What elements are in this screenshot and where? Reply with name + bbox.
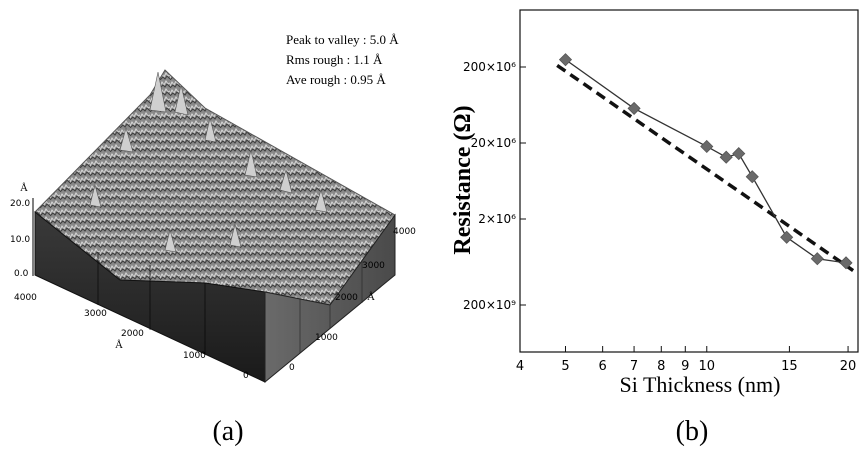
y-tick-label: 2×10⁶: [478, 212, 516, 226]
surface-right-face: [264, 213, 396, 384]
y-axis-label: Resistance (Ω): [450, 105, 476, 254]
y-tick-4000: 4000: [14, 293, 37, 303]
stat-peak-to-valley: Peak to valley : 5.0 Å: [286, 32, 399, 47]
fit-line-dashed: [556, 63, 855, 272]
x-tick-label: 5: [561, 359, 569, 374]
x-tick-label: 10: [698, 359, 715, 374]
x-tick-3000: 3000: [362, 261, 385, 271]
x-tick-label: 15: [781, 359, 798, 374]
data-point-marker: [732, 147, 746, 161]
data-point-marker: [810, 252, 824, 266]
z-tick-0: 0.0: [14, 269, 29, 279]
data-point-marker: [700, 139, 714, 154]
y-tick-3000: 3000: [84, 309, 107, 319]
y-tick-2000: 2000: [121, 329, 144, 339]
stat-rms-rough: Rms rough : 1.1 Å: [286, 52, 383, 67]
surface-peaks: [89, 71, 328, 253]
z-axis-unit: Å: [20, 182, 28, 194]
x-tick-4000: 4000: [393, 227, 416, 237]
x-tick-label: 8: [657, 359, 665, 374]
x-tick-label: 9: [681, 359, 689, 374]
plot-frame: [519, 9, 859, 353]
panel-a-caption: (a): [212, 416, 243, 447]
x-tick-1000: 1000: [315, 333, 338, 343]
data-point-marker: [627, 101, 641, 115]
data-point-marker: [839, 256, 853, 270]
x-tick-label: 7: [630, 359, 638, 374]
y-tick-0: 0: [243, 371, 249, 381]
data-point-marker: [719, 150, 733, 164]
measured-line: [565, 59, 847, 264]
x-tick-label: 6: [599, 359, 607, 374]
y-tick-label: 200×10⁶: [463, 60, 516, 74]
x-tick-2000: 2000: [335, 293, 358, 303]
panel-b-caption: (b): [676, 416, 709, 447]
data-point-marker: [745, 170, 759, 184]
y-tick-label: 200×10⁹: [463, 298, 516, 312]
z-tick-20: 20.0: [10, 199, 30, 209]
y-tick-1000: 1000: [183, 351, 206, 361]
x-axis-unit: Å: [367, 291, 375, 303]
afm-surface-panel: Å 20.0 10.0 0.0 4000 3000 Å 2000 1000 0 …: [10, 32, 416, 447]
y-tick-label: 20×10⁶: [471, 136, 517, 150]
data-point-marker: [780, 230, 794, 244]
resistance-chart: 200×10⁹ 2×10⁶ 20×10⁶ 200×10⁶ 4 5 6 7 8 9 10 15 20 R…: [450, 9, 859, 447]
stat-ave-rough: Ave rough : 0.95 Å: [286, 72, 386, 87]
x-axis-label: Si Thickness (nm): [620, 372, 781, 397]
y-axis-unit: Å: [115, 339, 123, 351]
x-tick-label: 4: [516, 359, 524, 374]
z-tick-10: 10.0: [10, 235, 30, 245]
data-point-marker: [558, 53, 573, 67]
x-tick-label: 20: [840, 359, 857, 374]
x-tick-0: 0: [289, 363, 295, 373]
